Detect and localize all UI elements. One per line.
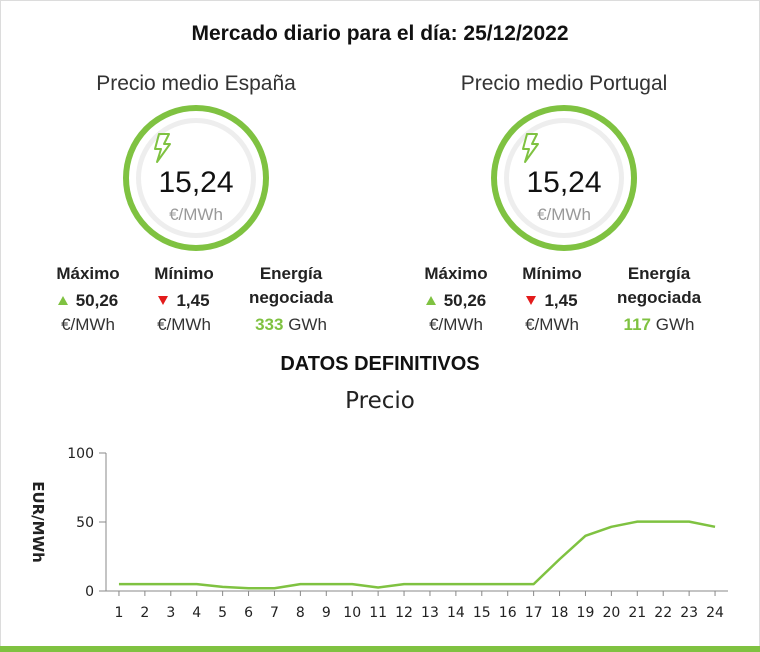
y-tick-label: 0 [85, 584, 94, 600]
min-value: 1,45 [176, 291, 210, 310]
max-unit: €/MWh [61, 315, 115, 334]
market-spain: Precio medio España 15,24 €/MWh Máximo 5… [46, 70, 346, 340]
energy-label-2: negociada [248, 288, 334, 307]
min-label: Mínimo [522, 264, 582, 283]
x-tick-label: 2 [140, 605, 149, 621]
price-ring [123, 105, 269, 251]
max-unit: €/MWh [429, 315, 483, 334]
energy-unit: GWh [288, 315, 327, 334]
energy-value: 117 [623, 315, 651, 334]
min-stat: Mínimo 1,45 €/MWh [512, 262, 592, 336]
energy-label: Energía [259, 264, 323, 283]
y-tick-label: 50 [76, 515, 94, 531]
x-tick-label: 13 [421, 605, 439, 621]
energy-value: 333 [255, 315, 284, 334]
lightning-bolt-icon [522, 133, 539, 163]
x-tick-label: 23 [680, 605, 698, 621]
x-tick-label: 8 [296, 605, 305, 621]
triangle-down-icon [158, 296, 169, 305]
energy-label: Energía [627, 264, 691, 283]
y-tick-label: 100 [67, 446, 94, 462]
x-tick-label: 6 [244, 605, 253, 621]
max-value: 50,26 [443, 291, 487, 310]
x-tick-label: 5 [218, 605, 227, 621]
min-stat: Mínimo 1,45 €/MWh [144, 262, 224, 336]
x-tick-label: 7 [270, 605, 279, 621]
average-price: 15,24 [526, 166, 602, 199]
min-label: Mínimo [154, 264, 214, 283]
price-ring [491, 105, 637, 251]
average-price: 15,24 [158, 166, 234, 199]
y-axis-label: EUR/MWh [29, 481, 47, 563]
lightning-bolt-icon [154, 133, 171, 163]
x-tick-label: 4 [192, 605, 201, 621]
energy-stat: Energía negociada 333 GWh [236, 262, 346, 338]
x-tick-label: 21 [628, 605, 646, 621]
x-tick-label: 12 [395, 605, 413, 621]
min-unit: €/MWh [157, 315, 211, 334]
market-title: Precio medio España [96, 72, 296, 95]
x-tick-label: 24 [706, 605, 724, 621]
x-tick-label: 17 [525, 605, 543, 621]
max-label: Máximo [56, 264, 120, 283]
x-tick-label: 16 [499, 605, 517, 621]
page-title: Mercado diario para el día: 25/12/2022 [191, 22, 569, 45]
max-stat: Máximo 50,26 €/MWh [46, 262, 130, 336]
x-tick-label: 10 [343, 605, 361, 621]
x-tick-label: 18 [551, 605, 569, 621]
max-stat: Máximo 50,26 €/MWh [414, 262, 498, 336]
x-tick-label: 19 [577, 605, 595, 621]
x-tick-label: 1 [114, 605, 123, 621]
energy-label-2: negociada [616, 288, 702, 307]
chart-title: Precio [345, 388, 415, 414]
x-tick-label: 9 [322, 605, 331, 621]
max-label: Máximo [424, 264, 488, 283]
price-unit: €/MWh [169, 205, 223, 224]
market-title: Precio medio Portugal [460, 72, 668, 95]
x-tick-label: 22 [654, 605, 672, 621]
price-unit: €/MWh [537, 205, 591, 224]
max-value: 50,26 [75, 291, 119, 310]
triangle-up-icon [425, 296, 436, 305]
market-portugal: Precio medio Portugal 15,24 €/MWh Máximo… [414, 70, 714, 340]
x-tick-label: 11 [369, 605, 387, 621]
x-tick-label: 14 [447, 605, 465, 621]
section-title: DATOS DEFINITIVOS [280, 353, 480, 375]
x-tick-label: 20 [602, 605, 620, 621]
series-line [118, 520, 716, 590]
min-unit: €/MWh [525, 315, 579, 334]
bottom-accent-bar [0, 646, 760, 652]
min-value: 1,45 [544, 291, 578, 310]
triangle-up-icon [57, 296, 68, 305]
energy-stat: Energía negociada 117 GWh [604, 262, 714, 338]
triangle-down-icon [526, 296, 537, 305]
x-tick-label: 3 [166, 605, 175, 621]
x-tick-label: 15 [473, 605, 491, 621]
energy-unit: GWh [655, 315, 695, 334]
